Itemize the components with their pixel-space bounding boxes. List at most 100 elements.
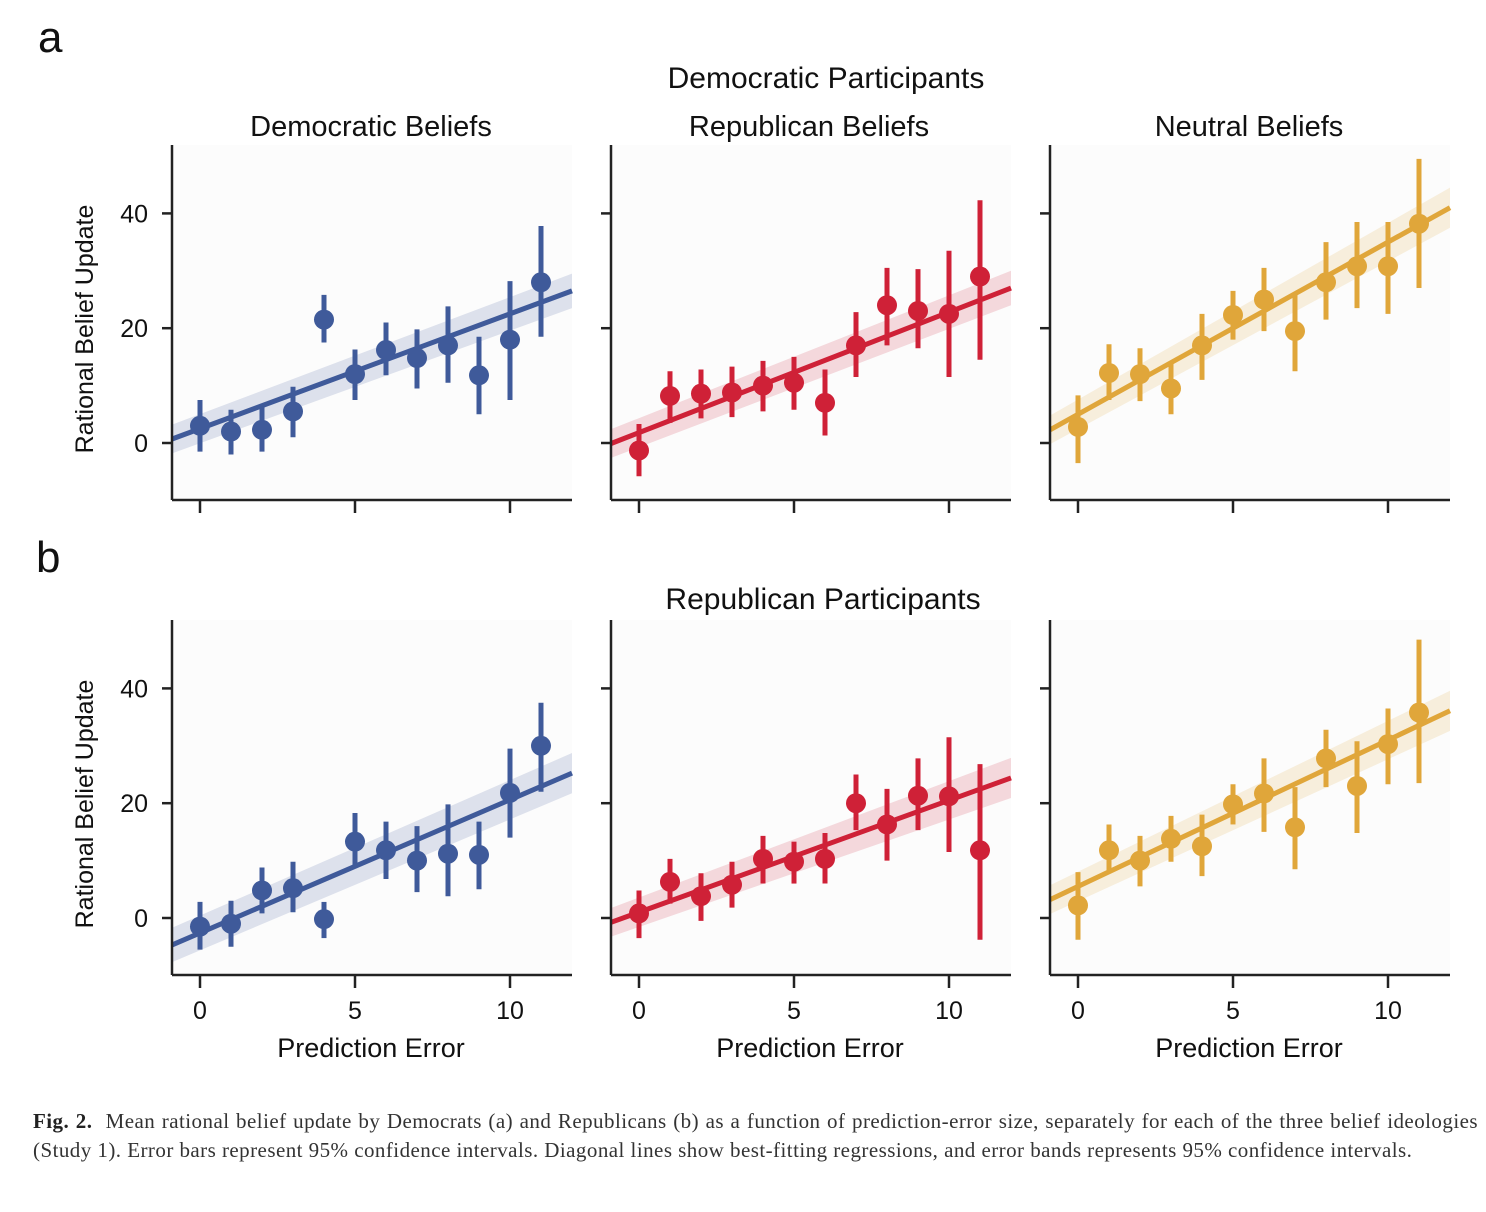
data-point-row2-col3-7 <box>1285 817 1305 838</box>
data-point-row2-col3-2 <box>1130 850 1150 871</box>
data-point-row2-col1-2 <box>252 880 272 901</box>
panel-row1-col3 <box>1040 145 1452 513</box>
data-point-row2-col1-6 <box>376 840 396 861</box>
panel-row1-col2 <box>601 145 1012 513</box>
regression-line-row2-col1 <box>171 770 573 948</box>
x-tick-label-row2-col2-2: 10 <box>935 997 963 1025</box>
data-point-row1-col2-5 <box>784 372 804 393</box>
data-point-row2-col2-7 <box>846 793 866 814</box>
group-title-republican-participants: Republican Participants <box>665 583 980 616</box>
data-point-row2-col3-1 <box>1099 840 1119 861</box>
data-point-row2-col3-0 <box>1068 895 1088 916</box>
data-point-row1-col2-8 <box>877 295 897 316</box>
data-point-row1-col3-3 <box>1161 378 1181 399</box>
data-point-row1-col3-7 <box>1285 321 1305 342</box>
data-point-row1-col3-10 <box>1378 256 1398 277</box>
data-point-row2-col1-11 <box>531 735 551 756</box>
panel-label-a: a <box>38 13 63 62</box>
data-point-row2-col3-11 <box>1409 702 1429 723</box>
data-point-row1-col3-9 <box>1347 256 1367 277</box>
caption-label: Fig. 2. <box>33 1109 93 1133</box>
data-point-row2-col1-0 <box>190 916 210 937</box>
panel-label-b: b <box>36 533 60 582</box>
y-tick-label-row2-col1-0: 0 <box>134 905 148 933</box>
data-point-row1-col2-10 <box>939 303 959 324</box>
data-point-row1-col2-3 <box>722 382 742 403</box>
panel-title-republican-beliefs: Republican Beliefs <box>689 111 929 143</box>
data-point-row1-col2-0 <box>629 440 649 461</box>
data-point-row1-col2-7 <box>846 335 866 356</box>
data-point-row1-col1-2 <box>252 419 272 440</box>
data-point-row2-col2-1 <box>660 871 680 892</box>
panel-title-democratic-beliefs: Democratic Beliefs <box>250 111 492 143</box>
y-tick-label-row1-col1-1: 20 <box>120 315 148 343</box>
data-point-row1-col1-1 <box>221 421 241 442</box>
data-point-row2-col2-8 <box>877 814 897 835</box>
data-point-row1-col1-3 <box>283 401 303 422</box>
data-point-row2-col2-2 <box>691 886 711 907</box>
group-title-democratic-participants: Democratic Participants <box>668 62 985 95</box>
y-tick-label-row1-col1-0: 0 <box>134 430 148 458</box>
data-point-row2-col2-10 <box>939 786 959 807</box>
data-point-row2-col1-1 <box>221 913 241 934</box>
data-point-row2-col1-10 <box>500 782 520 803</box>
data-point-row1-col1-0 <box>190 415 210 436</box>
x-tick-label-row2-col2-1: 5 <box>787 997 801 1025</box>
figure-caption: Fig. 2. Mean rational belief update by D… <box>33 1107 1478 1165</box>
regression-line-row1-col3 <box>1048 205 1452 432</box>
data-point-row2-col1-9 <box>469 844 489 865</box>
data-point-row1-col3-0 <box>1068 416 1088 437</box>
data-point-row1-col1-5 <box>345 364 365 385</box>
panel-row2-col2: 0 5 10 <box>601 620 1012 1025</box>
data-point-row1-col3-8 <box>1316 272 1336 293</box>
data-point-row1-col2-11 <box>970 266 990 287</box>
data-point-row1-col1-11 <box>531 272 551 293</box>
x-tick-label-row2-col2-0: 0 <box>632 997 646 1025</box>
panel-background-row2-col3 <box>1050 620 1450 975</box>
data-point-row2-col3-8 <box>1316 748 1336 769</box>
data-point-row1-col1-9 <box>469 365 489 386</box>
panel-title-neutral-beliefs: Neutral Beliefs <box>1155 111 1344 143</box>
caption-text: Mean rational belief update by Democrats… <box>33 1109 1479 1162</box>
data-point-row1-col3-11 <box>1409 213 1429 234</box>
regression-line-row1-col1 <box>171 288 573 442</box>
data-point-row1-col1-8 <box>438 335 458 356</box>
panel-row1-col1: 0 20 40 <box>120 145 573 513</box>
y-tick-label-row1-col1-2: 40 <box>120 200 148 228</box>
data-point-row1-col2-1 <box>660 385 680 406</box>
y-tick-label-row2-col1-2: 40 <box>120 675 148 703</box>
data-point-row1-col2-2 <box>691 383 711 404</box>
regression-band-row2-col3 <box>1050 690 1450 914</box>
y-tick-label-row2-col1-1: 20 <box>120 790 148 818</box>
data-point-row2-col1-5 <box>345 831 365 852</box>
x-tick-label-row2-col3-0: 0 <box>1071 997 1085 1025</box>
data-point-row1-col3-5 <box>1223 304 1243 325</box>
data-point-row1-col2-4 <box>753 375 773 396</box>
data-point-row2-col1-7 <box>407 850 427 871</box>
data-point-row2-col2-11 <box>970 840 990 861</box>
data-point-row2-col2-9 <box>908 785 928 806</box>
data-point-row2-col2-5 <box>784 851 804 872</box>
data-point-row2-col3-5 <box>1223 794 1243 815</box>
data-point-row2-col2-0 <box>629 903 649 924</box>
x-axis-label-3: Prediction Error <box>1155 1033 1343 1063</box>
data-point-row1-col3-6 <box>1254 289 1274 310</box>
data-point-row1-col3-4 <box>1192 335 1212 356</box>
data-point-row2-col1-3 <box>283 878 303 899</box>
data-point-row2-col2-4 <box>753 848 773 869</box>
data-point-row1-col3-1 <box>1099 362 1119 383</box>
panel-background-row1-col1 <box>172 145 572 500</box>
data-point-row2-col2-6 <box>815 848 835 869</box>
data-point-row1-col1-10 <box>500 329 520 350</box>
x-axis-label-1: Prediction Error <box>277 1033 465 1063</box>
data-point-row2-col3-10 <box>1378 734 1398 755</box>
data-point-row1-col2-6 <box>815 392 835 413</box>
panel-background-row1-col3 <box>1050 145 1450 500</box>
data-point-row2-col3-6 <box>1254 783 1274 804</box>
x-tick-label-row2-col3-2: 10 <box>1374 997 1402 1025</box>
data-point-row2-col3-4 <box>1192 836 1212 857</box>
plot-grid: 0 20 40 0 20 40 0 5 10 0 5 10 0 5 10 <box>120 145 1452 1025</box>
data-point-row2-col1-4 <box>314 909 334 930</box>
panel-row2-col1: 0 20 40 0 5 10 <box>120 620 573 1025</box>
